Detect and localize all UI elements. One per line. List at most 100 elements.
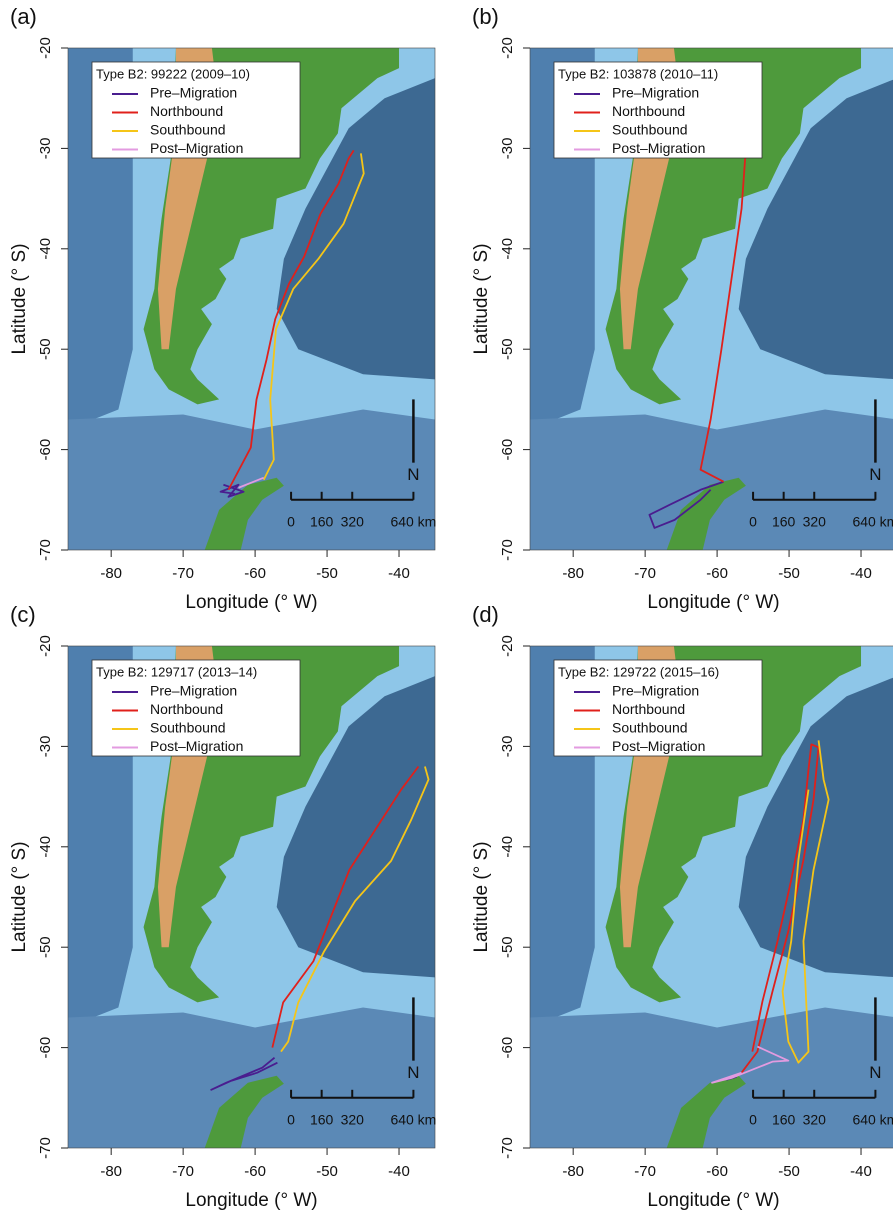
y-tick-label: -30 — [37, 138, 54, 160]
x-axis-title: Longitude (° W) — [647, 1190, 779, 1211]
map-panel: -80-70-60-50-40-70-60-50-40-30-20Longitu… — [471, 602, 893, 1211]
scale-label: 0 — [749, 1112, 757, 1128]
scale-label: 0 — [287, 1112, 295, 1128]
scale-label: 320 — [803, 1112, 827, 1128]
x-axis-title: Longitude (° W) — [185, 592, 317, 613]
y-tick-label: -20 — [37, 635, 54, 657]
legend-label: Post–Migration — [150, 738, 243, 754]
legend-title: Type B2: 129717 (2013–14) — [96, 664, 257, 679]
legend-label: Southbound — [150, 720, 226, 736]
y-tick-label: -40 — [499, 836, 516, 858]
y-tick-label: -40 — [499, 238, 516, 260]
north-label: N — [869, 1063, 881, 1082]
y-tick-label: -60 — [37, 439, 54, 461]
legend-label: Northbound — [150, 701, 223, 717]
x-tick-label: -40 — [850, 565, 872, 582]
panel-label: (d) — [472, 602, 499, 627]
page: {"chart_data":[ {"type":"map","panel_lab… — [0, 0, 893, 1232]
y-tick-label: -30 — [37, 736, 54, 758]
x-tick-label: -70 — [634, 565, 656, 582]
x-axis-title: Longitude (° W) — [647, 592, 779, 613]
y-tick-label: -30 — [499, 138, 516, 160]
legend-label: Southbound — [612, 720, 688, 736]
x-tick-label: -60 — [706, 565, 728, 582]
scale-label: 160 — [772, 1112, 796, 1128]
x-tick-label: -80 — [100, 1163, 122, 1180]
y-tick-label: -60 — [37, 1037, 54, 1059]
y-axis-title: Latitude (° S) — [471, 841, 492, 952]
x-tick-label: -60 — [244, 565, 266, 582]
scale-label: 0 — [749, 514, 757, 530]
x-tick-label: -40 — [388, 1163, 410, 1180]
scale-label: 160 — [772, 514, 796, 530]
scale-label: 640 km — [852, 514, 893, 530]
legend-label: Southbound — [150, 122, 226, 138]
x-tick-label: -50 — [778, 1163, 800, 1180]
y-axis-title: Latitude (° S) — [471, 243, 492, 354]
y-tick-label: -50 — [37, 338, 54, 360]
x-tick-label: -40 — [850, 1163, 872, 1180]
y-axis-title: Latitude (° S) — [9, 243, 30, 354]
y-tick-label: -70 — [37, 539, 54, 561]
legend-label: Post–Migration — [612, 738, 705, 754]
legend-label: Pre–Migration — [612, 683, 699, 699]
map-panel: -80-70-60-50-40-70-60-50-40-30-20Longitu… — [9, 602, 436, 1211]
y-tick-label: -60 — [499, 439, 516, 461]
y-tick-label: -40 — [37, 836, 54, 858]
y-tick-label: -70 — [37, 1137, 54, 1159]
map-panel: -80-70-60-50-40-70-60-50-40-30-20Longitu… — [9, 4, 436, 613]
x-tick-label: -50 — [316, 1163, 338, 1180]
map-panel: -80 -70 -60 -50 -40 -70 -60 -50 -40 -30 -20 Longitu… — [471, 4, 893, 613]
north-label: N — [407, 465, 419, 484]
southern-ocean — [68, 1007, 435, 1148]
legend-title: Type B2: 129722 (2015–16) — [558, 664, 719, 679]
figure: -80 -70 -60 -50 -40 -70 -60 -50 -40 -30 -20 Longitu… — [0, 0, 893, 1232]
y-tick-label: -20 — [499, 635, 516, 657]
scale-label: 160 — [310, 1112, 334, 1128]
legend-label: Post–Migration — [150, 140, 243, 156]
x-axis-title: Longitude (° W) — [185, 1190, 317, 1211]
southern-ocean — [68, 409, 435, 550]
legend-title: Type B2: 99222 (2009–10) — [96, 66, 250, 81]
y-tick-label: -20 — [37, 37, 54, 59]
x-tick-label: -80 — [562, 1163, 584, 1180]
y-tick-label: -30 — [499, 736, 516, 758]
north-label: N — [407, 1063, 419, 1082]
scale-label: 320 — [803, 514, 827, 530]
panel-label: (b) — [472, 4, 499, 29]
legend-label: Post–Migration — [612, 140, 705, 156]
x-tick-label: -70 — [172, 565, 194, 582]
x-tick-label: -50 — [778, 565, 800, 582]
scale-label: 640 km — [390, 514, 436, 530]
y-tick-label: -50 — [37, 936, 54, 958]
scale-label: 320 — [341, 514, 365, 530]
panel-label: (a) — [10, 4, 37, 29]
y-axis-title: Latitude (° S) — [9, 841, 30, 952]
y-tick-label: -20 — [499, 37, 516, 59]
legend-label: Pre–Migration — [612, 85, 699, 101]
legend-label: Northbound — [612, 103, 685, 119]
legend-label: Pre–Migration — [150, 85, 237, 101]
scale-label: 640 km — [852, 1112, 893, 1128]
legend-label: Pre–Migration — [150, 683, 237, 699]
scale-label: 320 — [341, 1112, 365, 1128]
legend-label: Southbound — [612, 122, 688, 138]
y-tick-label: -40 — [37, 238, 54, 260]
x-tick-label: -60 — [244, 1163, 266, 1180]
legend-label: Northbound — [150, 103, 223, 119]
x-tick-label: -60 — [706, 1163, 728, 1180]
y-tick-label: -50 — [499, 338, 516, 360]
y-tick-label: -70 — [499, 539, 516, 561]
scale-label: 0 — [287, 514, 295, 530]
x-tick-label: -40 — [388, 565, 410, 582]
y-tick-label: -60 — [499, 1037, 516, 1059]
scale-label: 160 — [310, 514, 334, 530]
x-tick-label: -80 — [562, 565, 584, 582]
x-tick-label: -70 — [634, 1163, 656, 1180]
panel-label: (c) — [10, 602, 36, 627]
southern-ocean — [530, 1007, 893, 1148]
scale-label: 640 km — [390, 1112, 436, 1128]
y-tick-label: -70 — [499, 1137, 516, 1159]
legend-label: Northbound — [612, 701, 685, 717]
southern-ocean — [530, 409, 893, 550]
